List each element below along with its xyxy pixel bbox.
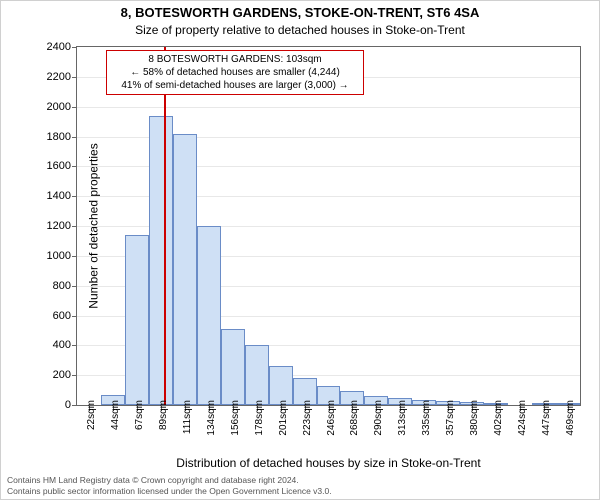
x-tick-label: 424sqm: [517, 400, 528, 450]
y-tick-label: 200: [31, 369, 71, 381]
footer-line-1: Contains HM Land Registry data © Crown c…: [7, 475, 299, 485]
histogram-bar: [197, 226, 221, 405]
x-tick-label: 447sqm: [541, 400, 552, 450]
footer-line-2: Contains public sector information licen…: [7, 486, 332, 496]
x-tick-label: 402sqm: [493, 400, 504, 450]
histogram-bar: [125, 235, 149, 405]
y-tick-label: 2000: [31, 101, 71, 113]
x-tick-label: 89sqm: [158, 400, 169, 450]
annotation-line: 8 BOTESWORTH GARDENS: 103sqm: [113, 53, 357, 66]
y-tick-label: 1800: [31, 131, 71, 143]
y-tick-label: 400: [31, 339, 71, 351]
x-tick-label: 22sqm: [86, 400, 97, 450]
y-tick-label: 2200: [31, 71, 71, 83]
histogram-bar: [173, 134, 197, 405]
plot-area: 8 BOTESWORTH GARDENS: 103sqm← 58% of det…: [76, 46, 581, 406]
x-tick-label: 380sqm: [469, 400, 480, 450]
histogram-bar: [221, 329, 245, 405]
y-tick-label: 600: [31, 310, 71, 322]
x-tick-label: 357sqm: [445, 400, 456, 450]
chart-container: 8, BOTESWORTH GARDENS, STOKE-ON-TRENT, S…: [0, 0, 600, 500]
histogram-bar: [149, 116, 173, 405]
x-tick-label: 469sqm: [565, 400, 576, 450]
y-tick-label: 2400: [31, 41, 71, 53]
x-tick-label: 134sqm: [206, 400, 217, 450]
x-tick-label: 335sqm: [421, 400, 432, 450]
x-tick-label: 223sqm: [302, 400, 313, 450]
y-tick-label: 1200: [31, 220, 71, 232]
x-tick-label: 111sqm: [182, 400, 193, 450]
page-title: 8, BOTESWORTH GARDENS, STOKE-ON-TRENT, S…: [1, 5, 599, 20]
histogram-bar: [245, 345, 269, 405]
x-tick-label: 268sqm: [349, 400, 360, 450]
x-tick-label: 44sqm: [110, 400, 121, 450]
x-tick-label: 156sqm: [230, 400, 241, 450]
annotation-line: ← 58% of detached houses are smaller (4,…: [113, 66, 357, 79]
y-tick-label: 0: [31, 399, 71, 411]
annotation-line: 41% of semi-detached houses are larger (…: [113, 79, 357, 92]
x-tick-label: 201sqm: [278, 400, 289, 450]
y-tick-label: 1600: [31, 160, 71, 172]
grid-line: [77, 107, 580, 108]
y-tick-label: 1000: [31, 250, 71, 262]
x-axis-label: Distribution of detached houses by size …: [76, 456, 581, 470]
x-tick-label: 313sqm: [397, 400, 408, 450]
x-tick-label: 290sqm: [373, 400, 384, 450]
plot-inner: 8 BOTESWORTH GARDENS: 103sqm← 58% of det…: [77, 47, 580, 405]
page-subtitle: Size of property relative to detached ho…: [1, 23, 599, 37]
x-tick-label: 67sqm: [134, 400, 145, 450]
y-tick-label: 800: [31, 280, 71, 292]
property-marker-line: [164, 47, 166, 405]
y-tick-label: 1400: [31, 190, 71, 202]
annotation-box: 8 BOTESWORTH GARDENS: 103sqm← 58% of det…: [106, 50, 364, 95]
x-tick-label: 178sqm: [254, 400, 265, 450]
x-tick-label: 246sqm: [326, 400, 337, 450]
